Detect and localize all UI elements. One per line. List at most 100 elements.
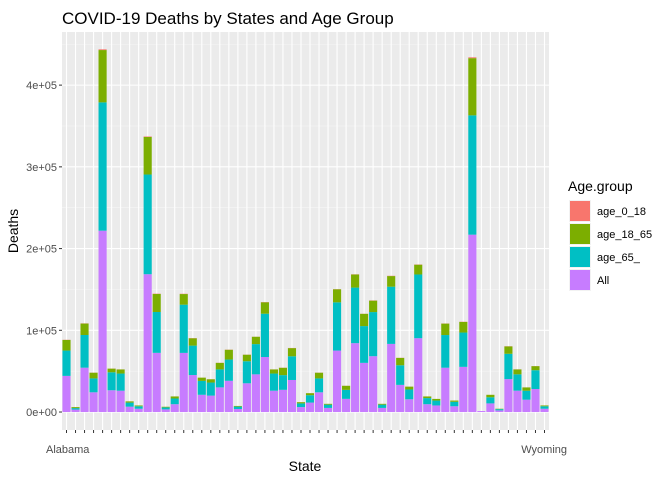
bar-segment-age_18_65	[189, 338, 197, 345]
bar-segment-age_65_	[396, 365, 404, 385]
x-tick-label: Alabama	[46, 444, 90, 456]
bar-segment-age_18_65	[306, 393, 314, 395]
bar-segment-age_18_65	[198, 378, 206, 381]
bar-segment-All	[450, 406, 458, 412]
bar-segment-age_65_	[261, 314, 269, 357]
bar-segment-All	[90, 392, 98, 412]
bar-segment-age_65_	[90, 378, 98, 392]
bar-segment-All	[351, 343, 359, 412]
bar-segment-All	[405, 399, 413, 412]
bar-segment-age_65_	[306, 395, 314, 402]
bar-segment-age_65_	[414, 274, 422, 338]
bar-segment-age_65_	[531, 370, 539, 389]
bar-segment-All	[117, 391, 125, 412]
bar-segment-All	[198, 395, 206, 412]
y-tick-label: 4e+05	[26, 80, 57, 92]
bar-segment-age_18_65	[153, 294, 161, 312]
y-tick-label: 3e+05	[26, 162, 57, 174]
bar-segment-age_65_	[378, 405, 386, 408]
bar-segment-age_65_	[62, 351, 70, 376]
bar-segment-age_18_65	[387, 276, 395, 287]
bar-segment-age_65_	[405, 389, 413, 399]
bar-segment-All	[414, 338, 422, 412]
bar-segment-age_18_65	[342, 386, 350, 390]
bar-segment-All	[369, 356, 377, 412]
bar-segment-age_18_65	[144, 137, 152, 175]
legend-swatch-age_18_65	[570, 224, 590, 244]
y-tick-label: 2e+05	[26, 244, 57, 256]
bar-segment-age_65_	[423, 398, 431, 404]
y-axis-title: Deaths	[5, 209, 21, 253]
bar-segment-age_18_65	[71, 407, 79, 408]
bar-segment-age_65_	[117, 374, 125, 391]
bar-segment-age_65_	[180, 305, 188, 353]
bar-segment-age_18_65	[252, 337, 260, 344]
bar-segment-age_18_65	[243, 355, 251, 362]
y-tick-label: 1e+05	[26, 325, 57, 337]
bar-segment-All	[297, 407, 305, 412]
bar-segment-age_18_65	[279, 368, 287, 375]
bar-segment-All	[180, 353, 188, 412]
legend-label-All: All	[597, 275, 609, 287]
bar-segment-age_65_	[71, 408, 79, 409]
bar-segment-age_18_65	[171, 396, 179, 398]
bar-segment-All	[459, 367, 467, 412]
bar-segment-age_65_	[225, 360, 233, 381]
bar-segment-age_18_65	[234, 406, 242, 407]
bar-segment-age_65_	[243, 361, 251, 383]
legend-title: Age.group	[568, 178, 633, 194]
bar-segment-age_18_65	[108, 369, 116, 373]
bar-segment-age_65_	[369, 312, 377, 356]
bar-segment-All	[324, 408, 332, 412]
bar-segment-age_65_	[207, 383, 215, 396]
bar-segment-age_18_65	[315, 373, 323, 379]
bar-segment-age_18_65	[62, 340, 70, 351]
bar-segment-age_18_65	[504, 346, 512, 353]
bar-segment-age_65_	[234, 407, 242, 409]
bar-segment-age_65_	[270, 374, 278, 391]
bar-segment-age_65_	[360, 326, 368, 363]
bar-segment-All	[540, 409, 548, 412]
bar-segment-age_18_65	[450, 401, 458, 402]
bar-segment-All	[135, 409, 143, 412]
bar-segment-All	[234, 409, 242, 412]
bar-segment-age_65_	[144, 175, 152, 275]
bar-segment-All	[531, 389, 539, 412]
bar-segment-age_18_65	[270, 369, 278, 373]
bar-segment-age_18_65	[216, 363, 224, 370]
bar-segment-age_18_65	[333, 289, 341, 302]
bar-segment-age_18_65	[423, 396, 431, 398]
bar-segment-age_18_65	[297, 402, 305, 403]
bar-segment-All	[306, 403, 314, 412]
bar-segment-age_0_18	[99, 49, 107, 50]
bar-segment-age_18_65	[117, 369, 125, 373]
bar-segment-age_18_65	[432, 399, 440, 401]
bar-segment-age_18_65	[441, 324, 449, 335]
bar-segment-age_65_	[342, 390, 350, 399]
bar-segment-age_18_65	[180, 294, 188, 305]
bar-segment-age_65_	[540, 406, 548, 408]
bar-segment-All	[315, 392, 323, 412]
bar-segment-All	[504, 379, 512, 412]
bar-segment-age_18_65	[135, 405, 143, 406]
bar-segment-age_0_18	[468, 57, 476, 58]
bar-segment-All	[99, 231, 107, 412]
bar-segment-All	[80, 368, 88, 412]
bar-segment-age_65_	[99, 102, 107, 230]
bar-segment-age_65_	[459, 333, 467, 367]
legend-label-age_0_18: age_0_18	[597, 206, 646, 218]
bar-segment-age_18_65	[378, 404, 386, 405]
bar-segment-age_18_65	[207, 379, 215, 382]
bar-segment-age_65_	[324, 405, 332, 408]
bar-segment-age_65_	[351, 288, 359, 344]
bar-segment-age_65_	[252, 344, 260, 374]
bar-segment-All	[342, 399, 350, 412]
bar-segment-age_18_65	[162, 407, 170, 408]
bar-segment-age_65_	[441, 335, 449, 368]
bar-segment-age_18_65	[360, 314, 368, 326]
x-axis-title: State	[289, 458, 322, 474]
bar-segment-age_65_	[189, 346, 197, 375]
bar-segment-All	[126, 407, 134, 412]
